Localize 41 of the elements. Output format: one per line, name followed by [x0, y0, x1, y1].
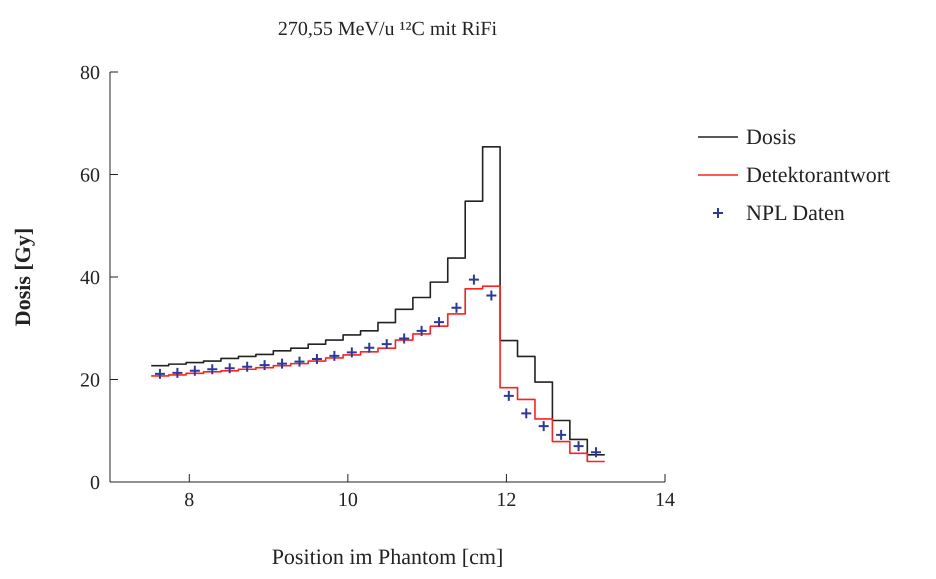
x-tick-label: 10: [338, 489, 358, 512]
legend-label: Detektorantwort: [746, 162, 890, 188]
x-axis-title: Position im Phantom [cm]: [272, 544, 504, 569]
point: [258, 359, 271, 372]
point: [398, 332, 410, 344]
chart-title: 270,55 MeV/u ¹²C mit RiFi: [276, 18, 498, 41]
y-tick-label: 80: [80, 62, 100, 84]
y-tick-label: 40: [80, 267, 100, 290]
point: [328, 350, 340, 362]
y-tick-label: 20: [80, 370, 100, 392]
point: [590, 446, 602, 458]
y-axis-title: Dosis [Gy]: [10, 228, 35, 326]
point: [363, 342, 376, 354]
legend-label: Dosis: [746, 124, 796, 150]
point: [485, 289, 498, 302]
x-tick-label: 14: [655, 489, 675, 512]
point: [206, 363, 218, 376]
point: [450, 302, 462, 314]
point: [154, 368, 166, 380]
point: [171, 366, 184, 379]
point: [572, 440, 585, 452]
point: [188, 364, 201, 377]
point: [380, 338, 393, 350]
point: [555, 428, 568, 441]
point: [346, 346, 358, 358]
point: [538, 420, 550, 432]
point: [276, 358, 288, 370]
point: [241, 360, 254, 373]
legend-label: NPL Daten: [746, 200, 845, 226]
x-tick-label: 8: [184, 489, 194, 512]
y-tick-label: 0: [90, 472, 100, 494]
y-tick-label: 60: [80, 164, 100, 187]
point: [416, 324, 428, 337]
point: [520, 407, 532, 420]
point: [468, 274, 480, 286]
point: [502, 390, 515, 402]
point: [310, 353, 323, 365]
x-tick-label: 12: [496, 489, 516, 512]
point: [293, 356, 306, 368]
point: [224, 362, 236, 374]
point: [433, 316, 446, 328]
